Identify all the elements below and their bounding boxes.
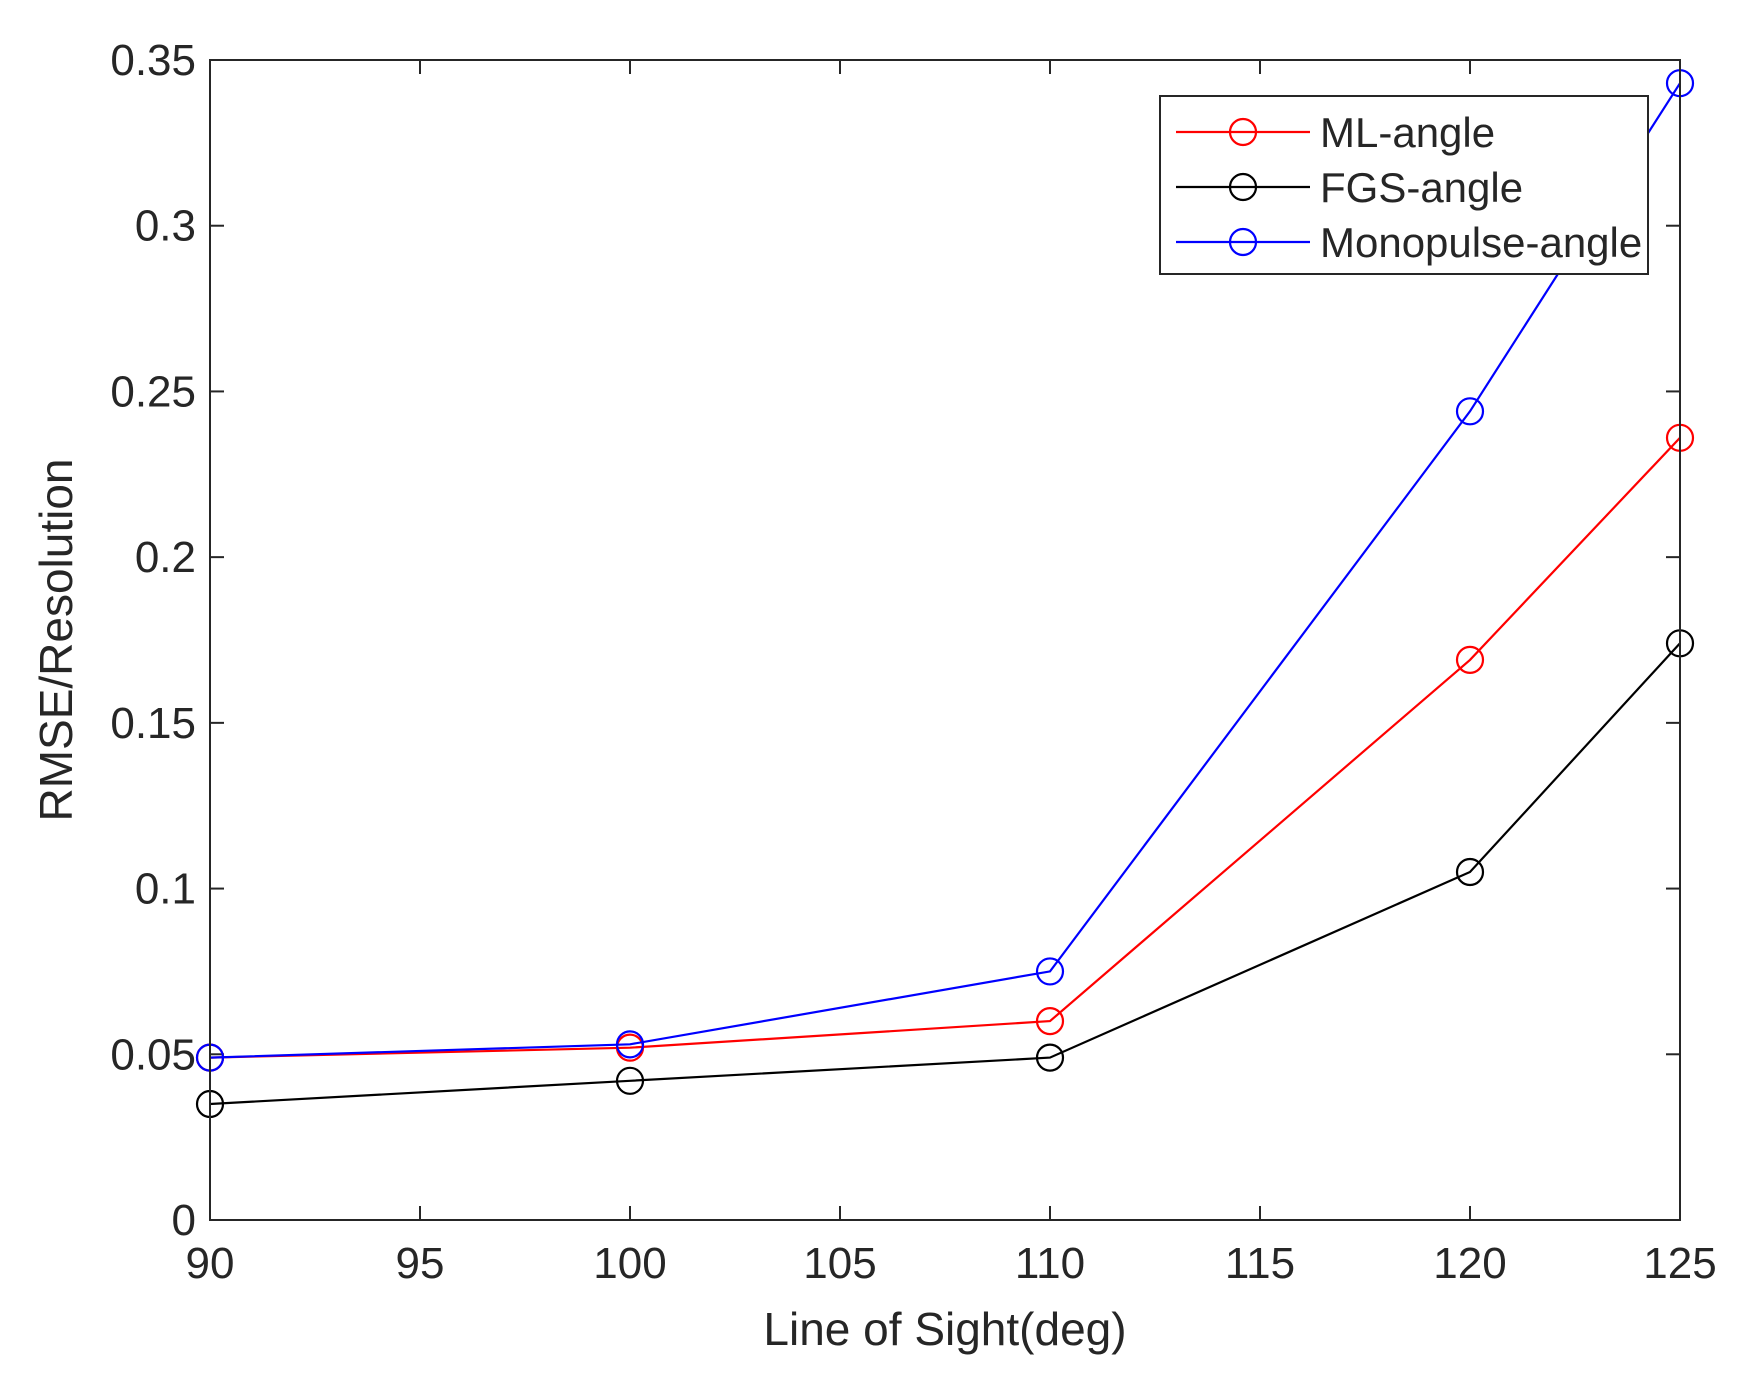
y-tick-label: 0.1 — [135, 865, 196, 914]
legend-item: FGS-angle — [1176, 164, 1523, 211]
x-tick-label: 90 — [186, 1239, 235, 1288]
y-tick-label: 0.15 — [110, 699, 196, 748]
data-point — [1455, 857, 1485, 887]
legend-label: ML-angle — [1320, 109, 1495, 156]
y-tick-label: 0.05 — [110, 1030, 196, 1079]
legend-item: Monopulse-angle — [1176, 219, 1642, 266]
legend-marker — [1228, 172, 1258, 202]
data-point — [1455, 397, 1485, 426]
series-line — [209, 642, 1681, 1106]
legend-marker — [1228, 117, 1258, 147]
legend-marker — [1228, 227, 1258, 257]
data-point — [1035, 1043, 1065, 1072]
x-axis-label: Line of Sight(deg) — [763, 1303, 1126, 1355]
series-line — [209, 437, 1681, 1059]
y-tick-label: 0.2 — [135, 533, 196, 582]
data-point — [1455, 645, 1485, 674]
x-tick-label: 95 — [396, 1239, 445, 1288]
legend-box — [1159, 95, 1649, 275]
data-point — [615, 1066, 645, 1095]
legend: ML-angle FGS-angle Monopulse-angle — [1159, 95, 1649, 275]
y-tick-label: 0.3 — [135, 202, 196, 251]
y-tick-label: 0 — [172, 1196, 196, 1245]
x-tick-label: 120 — [1433, 1239, 1506, 1288]
x-tick-label: 110 — [1015, 1239, 1085, 1288]
x-tick-label: 125 — [1643, 1239, 1716, 1288]
y-axis-label: RMSE/Resolution — [30, 458, 82, 821]
data-point — [1035, 1007, 1065, 1036]
legend-item: ML-angle — [1176, 109, 1495, 156]
data-point — [615, 1030, 645, 1059]
legend-label: Monopulse-angle — [1320, 219, 1642, 266]
plot-frame — [209, 59, 1681, 1221]
series-line — [209, 82, 1681, 1059]
data-point — [1035, 957, 1065, 986]
y-tick-label: 0.25 — [110, 367, 196, 416]
x-tick-label: 115 — [1225, 1239, 1295, 1288]
legend-label: FGS-angle — [1320, 164, 1523, 211]
x-tick-label: 105 — [803, 1239, 876, 1288]
x-tick-label: 100 — [593, 1239, 666, 1288]
y-tick-label: 0.35 — [110, 36, 196, 85]
